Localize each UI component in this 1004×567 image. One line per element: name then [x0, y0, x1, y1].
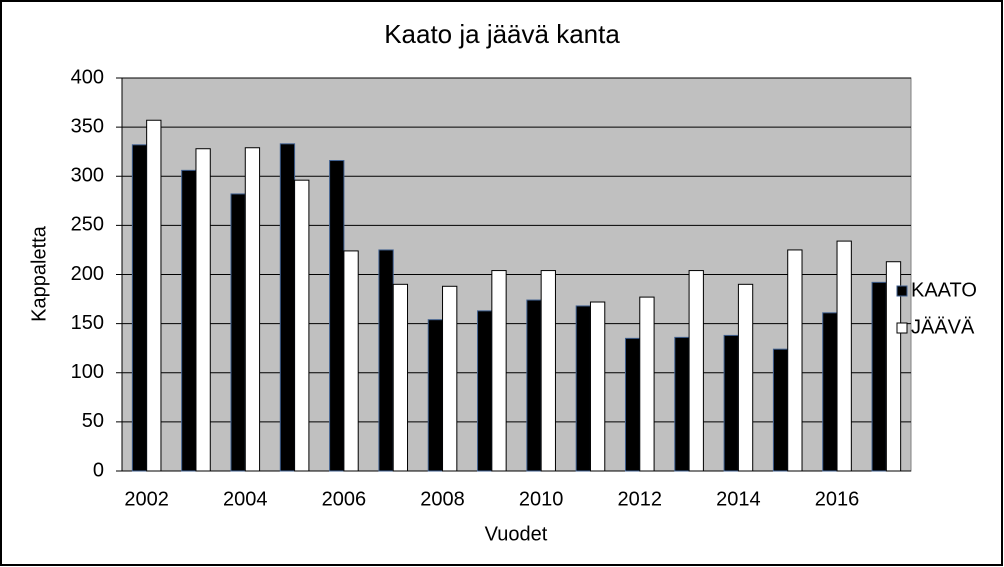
bar — [181, 169, 197, 472]
bar — [772, 348, 789, 472]
bar — [526, 299, 542, 472]
legend-label: JÄÄVÄ — [911, 316, 975, 338]
bar — [737, 283, 754, 472]
legend-key — [896, 285, 908, 297]
bar — [427, 319, 444, 472]
y-axis-title: Kappaletta — [28, 225, 50, 322]
bar — [723, 334, 739, 472]
bar — [329, 160, 345, 472]
bar — [540, 270, 556, 472]
bar — [589, 301, 606, 472]
y-tick-label: 250 — [71, 214, 104, 236]
bar — [244, 147, 261, 472]
bar — [477, 310, 493, 472]
bar — [195, 148, 211, 472]
x-tick-label: 2010 — [519, 488, 564, 510]
legend-key — [896, 322, 908, 334]
bar — [787, 249, 803, 472]
x-tick-label: 2016 — [815, 488, 860, 510]
bar — [822, 312, 838, 472]
x-tick-label: 2012 — [618, 488, 663, 510]
legend-label: KAATO — [911, 279, 977, 301]
y-tick-label: 350 — [71, 115, 104, 137]
y-tick-label: 400 — [71, 66, 104, 88]
y-tick-label: 150 — [71, 312, 104, 334]
y-tick-label: 300 — [71, 165, 104, 187]
bar — [575, 305, 591, 472]
y-tick-label: 200 — [71, 263, 104, 285]
bar — [343, 250, 359, 472]
y-tick-label: 0 — [93, 459, 104, 481]
bar — [624, 337, 641, 472]
x-tick-label: 2006 — [322, 488, 367, 510]
x-tick-label: 2002 — [124, 488, 169, 510]
bar — [885, 261, 902, 472]
bar — [279, 143, 296, 472]
chart-title: Kaato ja jäävä kanta — [384, 19, 620, 49]
bar — [871, 281, 887, 472]
y-tick-label: 100 — [71, 361, 104, 383]
bar — [674, 336, 690, 472]
x-axis-title: Vuodet — [485, 523, 548, 545]
x-tick-label: 2008 — [420, 488, 465, 510]
x-tick-label: 2004 — [223, 488, 268, 510]
bar — [442, 285, 458, 472]
bar — [639, 296, 655, 472]
bar — [491, 270, 507, 472]
bar — [230, 193, 246, 472]
x-tick-label: 2014 — [716, 488, 761, 510]
y-tick-label: 50 — [82, 410, 104, 432]
bar — [688, 270, 704, 472]
bar — [836, 240, 852, 472]
bar — [294, 179, 310, 472]
bar — [392, 283, 409, 472]
bar — [131, 144, 148, 472]
bar — [146, 119, 162, 472]
bar — [378, 249, 394, 472]
